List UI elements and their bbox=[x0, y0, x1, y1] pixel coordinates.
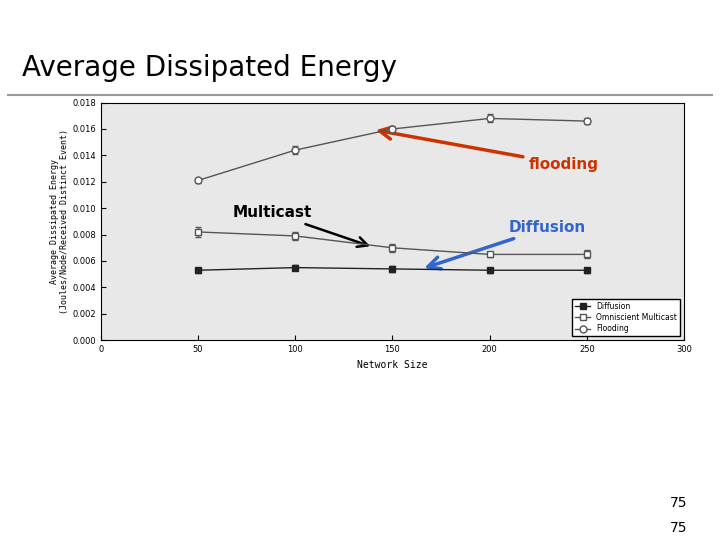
Text: 75: 75 bbox=[670, 521, 688, 535]
Y-axis label: Average Dissipated Energy
(Joules/Node/Received Distinct Event): Average Dissipated Energy (Joules/Node/R… bbox=[50, 129, 69, 314]
Text: Average Dissipated Energy: Average Dissipated Energy bbox=[22, 54, 397, 82]
X-axis label: Network Size: Network Size bbox=[357, 360, 428, 369]
Text: ■  Flooding poor because of multiple paths from source to sink: ■ Flooding poor because of multiple path… bbox=[24, 464, 464, 478]
Legend: Diffusion, Omniscient Multicast, Flooding: Diffusion, Omniscient Multicast, Floodin… bbox=[572, 299, 680, 336]
Text: 75: 75 bbox=[670, 496, 688, 510]
Text: Multicast: Multicast bbox=[233, 205, 368, 247]
Text: In-network aggregation reduces DD redundancy: In-network aggregation reduces DD redund… bbox=[21, 410, 508, 428]
Text: Diffusion: Diffusion bbox=[428, 220, 586, 269]
Text: flooding: flooding bbox=[379, 127, 598, 172]
